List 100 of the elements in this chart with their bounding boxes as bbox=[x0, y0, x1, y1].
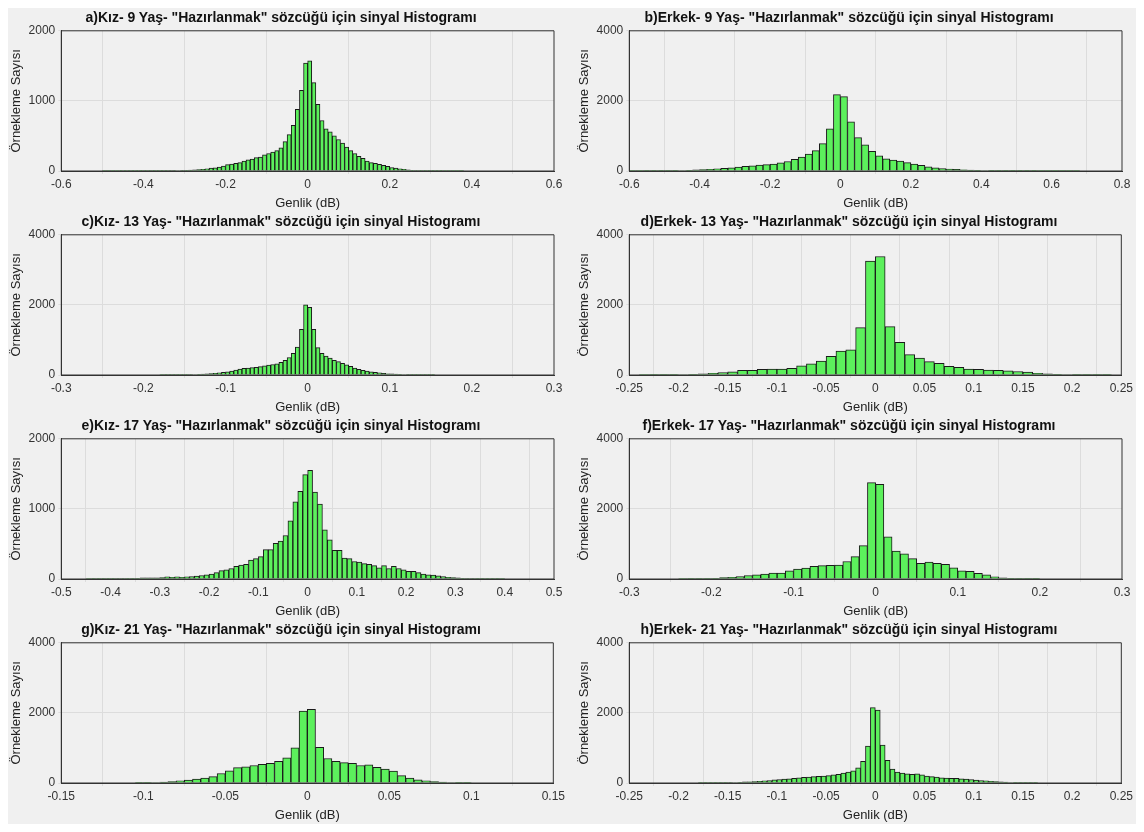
x-tick-label: -0.6 bbox=[618, 176, 640, 191]
y-tick-label: 0 bbox=[616, 367, 624, 382]
x-tick-label: -0.5 bbox=[50, 584, 72, 599]
chart-title: h)Erkek- 21 Yaş- "Hazırlanmak" sözcüğü için sinyal Histogramı bbox=[640, 621, 1058, 638]
x-tick-label: 0 bbox=[304, 176, 312, 191]
chart-title: f)Erkek- 17 Yaş- "Hazırlanmak" sözcüğü için sinyal Histogramı bbox=[642, 417, 1056, 434]
x-tick-label: 0.3 bbox=[1113, 584, 1131, 599]
x-tick-label: -0.25 bbox=[615, 380, 644, 395]
x-tick-label: 0.15 bbox=[1011, 380, 1035, 395]
x-tick-label: -0.4 bbox=[133, 176, 155, 191]
x-tick-label: 0 bbox=[304, 380, 312, 395]
y-axis-title: Örnekleme Sayısı bbox=[576, 49, 592, 153]
x-tick-label: -0.2 bbox=[668, 380, 690, 395]
x-tick-label: 0.05 bbox=[377, 788, 402, 803]
chart-title: a)Kız- 9 Yaş- "Hazırlanmak" sözcüğü için sinyal Histogramı bbox=[85, 9, 477, 26]
y-axis-title: Örnekleme Sayısı bbox=[576, 661, 592, 765]
x-tick-label: 0.3 bbox=[545, 380, 563, 395]
x-tick-label: 0.2 bbox=[1031, 584, 1049, 599]
x-tick-label: 0 bbox=[871, 788, 879, 803]
x-tick-label: -0.1 bbox=[215, 380, 237, 395]
y-tick-label: 4000 bbox=[596, 227, 624, 242]
y-tick-label: 2000 bbox=[28, 431, 56, 446]
x-tick-label: 0 bbox=[872, 584, 880, 599]
x-axis-title: Genlik (dB) bbox=[842, 398, 908, 414]
x-tick-label: -0.4 bbox=[689, 176, 711, 191]
x-tick-label: 0.15 bbox=[541, 788, 566, 803]
x-tick-label: -0.2 bbox=[133, 380, 155, 395]
y-tick-label: 0 bbox=[48, 367, 56, 382]
x-tick-label: 0.1 bbox=[348, 584, 366, 599]
x-tick-label: -0.4 bbox=[100, 584, 122, 599]
y-tick-label: 4000 bbox=[28, 227, 56, 242]
x-tick-label: -0.1 bbox=[783, 584, 805, 599]
y-tick-label: 1000 bbox=[28, 93, 56, 108]
y-axis-title: Örnekleme Sayısı bbox=[576, 457, 592, 561]
x-tick-label: 0.1 bbox=[462, 788, 480, 803]
chart-title: e)Kız- 17 Yaş- "Hazırlanmak" sözcüğü için sinyal Histogramı bbox=[81, 417, 481, 434]
chart-title: c)Kız- 13 Yaş- "Hazırlanmak" sözcüğü için sinyal Histogramı bbox=[81, 213, 481, 230]
x-tick-label: -0.3 bbox=[149, 584, 171, 599]
y-tick-label: 0 bbox=[616, 571, 624, 586]
x-axis-title: Genlik (dB) bbox=[275, 602, 341, 618]
x-axis-title: Genlik (dB) bbox=[842, 806, 908, 822]
x-tick-label: 0 bbox=[871, 380, 879, 395]
x-tick-label: -0.05 bbox=[812, 380, 841, 395]
x-tick-label: -0.15 bbox=[47, 788, 76, 803]
y-tick-label: 4000 bbox=[596, 23, 624, 38]
x-tick-label: -0.2 bbox=[759, 176, 781, 191]
y-tick-label: 2000 bbox=[596, 297, 624, 312]
x-tick-label: -0.1 bbox=[248, 584, 270, 599]
x-tick-label: 0.8 bbox=[1113, 176, 1131, 191]
y-axis-title: Örnekleme Sayısı bbox=[8, 49, 24, 153]
chart-title: b)Erkek- 9 Yaş- "Hazırlanmak" sözcüğü için sinyal Histogramı bbox=[644, 9, 1054, 26]
y-tick-label: 0 bbox=[48, 571, 56, 586]
x-tick-label: 0.4 bbox=[463, 176, 481, 191]
y-tick-label: 2000 bbox=[596, 93, 624, 108]
y-tick-label: 0 bbox=[48, 163, 56, 178]
y-tick-label: 2000 bbox=[28, 705, 56, 720]
x-tick-label: -0.3 bbox=[50, 380, 72, 395]
x-tick-label: 0.2 bbox=[463, 380, 481, 395]
x-tick-label: 0.4 bbox=[972, 176, 990, 191]
x-tick-label: -0.2 bbox=[701, 584, 723, 599]
x-tick-label: -0.1 bbox=[766, 380, 788, 395]
x-tick-label: 0.2 bbox=[397, 584, 415, 599]
x-tick-label: 0.1 bbox=[949, 584, 967, 599]
y-tick-label: 0 bbox=[48, 775, 56, 790]
x-tick-label: 0.05 bbox=[912, 380, 937, 395]
x-tick-label: 0 bbox=[303, 788, 311, 803]
y-axis-title: Örnekleme Sayısı bbox=[8, 253, 24, 357]
x-tick-label: 0.1 bbox=[965, 380, 983, 395]
y-tick-label: 2000 bbox=[28, 297, 56, 312]
x-tick-label: 0.2 bbox=[381, 176, 399, 191]
x-axis-title: Genlik (dB) bbox=[843, 194, 909, 210]
x-tick-label: 0.4 bbox=[496, 584, 514, 599]
x-tick-label: -0.1 bbox=[132, 788, 154, 803]
x-tick-label: -0.15 bbox=[714, 380, 742, 395]
x-axis-title: Genlik (dB) bbox=[843, 602, 909, 618]
x-tick-label: 0.1 bbox=[965, 788, 983, 803]
x-tick-label: 0.1 bbox=[381, 380, 399, 395]
x-tick-label: 0.05 bbox=[912, 788, 937, 803]
x-tick-label: 0.6 bbox=[1043, 176, 1061, 191]
x-tick-label: 0.2 bbox=[902, 176, 920, 191]
x-tick-label: -0.2 bbox=[215, 176, 237, 191]
y-axis-title: Örnekleme Sayısı bbox=[8, 661, 24, 765]
x-tick-label: 0.5 bbox=[545, 584, 563, 599]
y-tick-label: 2000 bbox=[596, 501, 624, 516]
x-tick-label: 0.2 bbox=[1063, 380, 1081, 395]
x-tick-label: 0.15 bbox=[1011, 788, 1035, 803]
x-tick-label: -0.3 bbox=[618, 584, 640, 599]
x-tick-label: -0.05 bbox=[812, 788, 841, 803]
x-tick-label: -0.2 bbox=[198, 584, 220, 599]
x-tick-label: 0.3 bbox=[447, 584, 465, 599]
x-tick-label: -0.1 bbox=[766, 788, 788, 803]
x-tick-label: 0 bbox=[304, 584, 312, 599]
x-tick-label: -0.6 bbox=[50, 176, 72, 191]
x-tick-label: -0.05 bbox=[211, 788, 240, 803]
chart-title: g)Kız- 21 Yaş- "Hazırlanmak" sözcüğü için sinyal Histogramı bbox=[81, 621, 481, 638]
x-tick-label: -0.25 bbox=[615, 788, 644, 803]
y-tick-label: 0 bbox=[616, 775, 624, 790]
y-tick-label: 0 bbox=[616, 163, 624, 178]
y-tick-label: 1000 bbox=[28, 501, 56, 516]
y-tick-label: 4000 bbox=[596, 431, 624, 446]
